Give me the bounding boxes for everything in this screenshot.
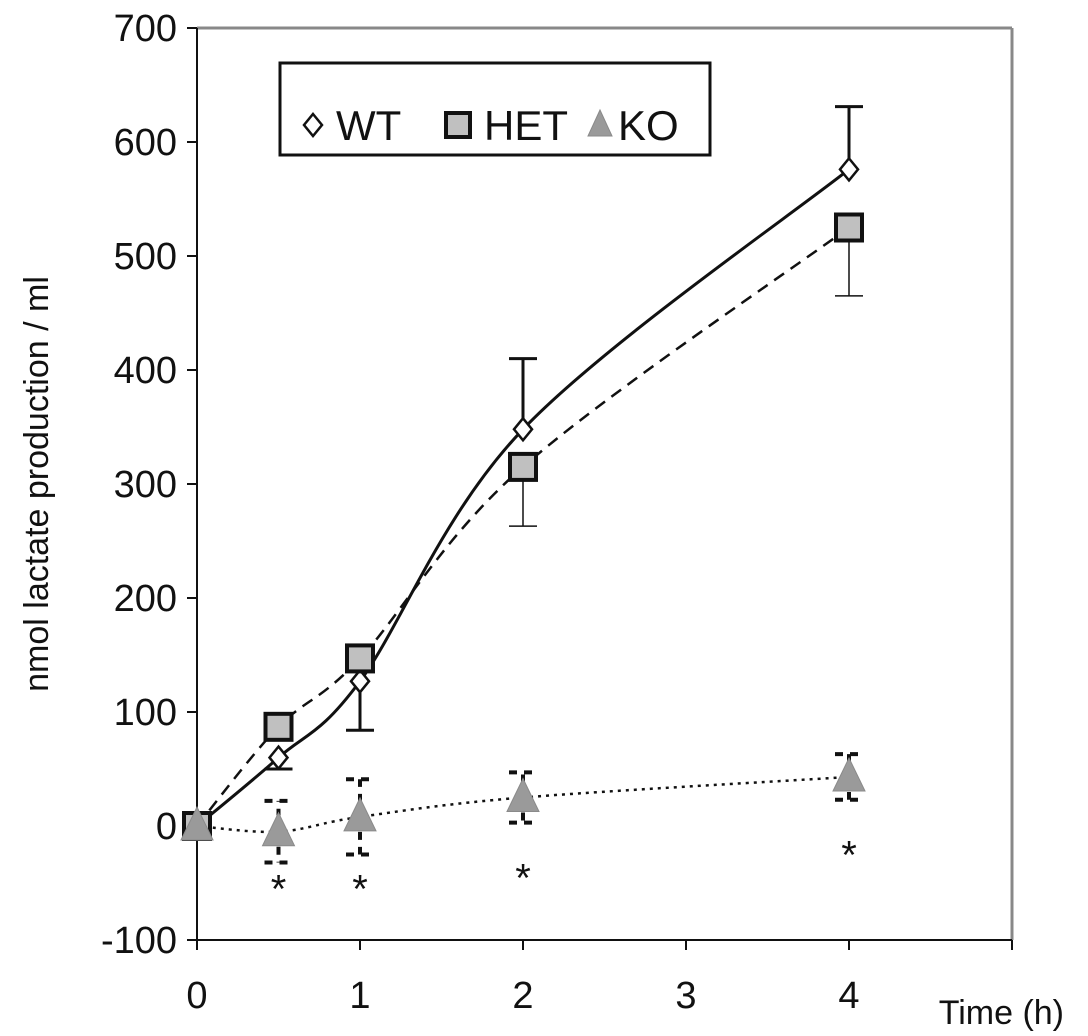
data-point-ko (832, 756, 866, 792)
legend-square-icon (444, 111, 472, 139)
significance-star: * (515, 856, 531, 900)
data-point-het (834, 212, 864, 243)
x-tick-label: 0 (186, 975, 207, 1017)
data-point-het (263, 711, 294, 742)
significance-star: * (352, 868, 368, 912)
data-point-ko (261, 811, 296, 847)
y-tick-label: 500 (114, 236, 177, 278)
error-bars (264, 105, 863, 865)
x-tick-label: 2 (512, 975, 533, 1017)
data-point-ko (343, 796, 377, 832)
data-point-ko (506, 777, 540, 812)
legend-box (278, 61, 712, 157)
data-point-wt (838, 156, 860, 183)
data-point-ko (180, 805, 214, 841)
data-point-wt (267, 744, 290, 771)
legend-label: KO (618, 102, 679, 149)
legend-item-het: HET (444, 102, 568, 149)
data-point-het (508, 451, 538, 482)
legend-triangle-icon (587, 108, 613, 137)
significance-star: * (841, 834, 857, 878)
legend-label: WT (336, 102, 401, 149)
plot-area (187, 26, 1014, 950)
y-tick-label: 400 (114, 350, 177, 392)
y-axis-title: nmol lactate production / ml (18, 276, 56, 692)
data-points (180, 156, 866, 847)
data-point-wt (512, 416, 534, 443)
x-axis-title: Time (h) (939, 994, 1064, 1032)
y-tick-label: 0 (156, 806, 177, 848)
legend-label: HET (484, 102, 568, 149)
data-point-wt (349, 668, 371, 695)
y-tick-label: 300 (114, 464, 177, 506)
y-tick-label: 100 (114, 692, 177, 734)
x-tick-label: 3 (675, 975, 696, 1017)
y-tick-label: 200 (114, 578, 177, 620)
significance-star: * (271, 868, 287, 912)
y-tick-label: 700 (114, 8, 177, 50)
x-tick-label: 4 (838, 975, 859, 1017)
x-tick-label: 1 (349, 975, 370, 1017)
legend: WT HET KO (278, 61, 712, 157)
legend-item-wt: WT (302, 102, 401, 149)
legend-item-ko: KO (587, 102, 679, 149)
y-tick-label: -100 (101, 920, 177, 962)
data-point-het (345, 643, 375, 674)
legend-diamond-icon (302, 112, 324, 138)
significance-annotations: * * * * (271, 834, 857, 912)
y-tick-label: 600 (114, 122, 177, 164)
